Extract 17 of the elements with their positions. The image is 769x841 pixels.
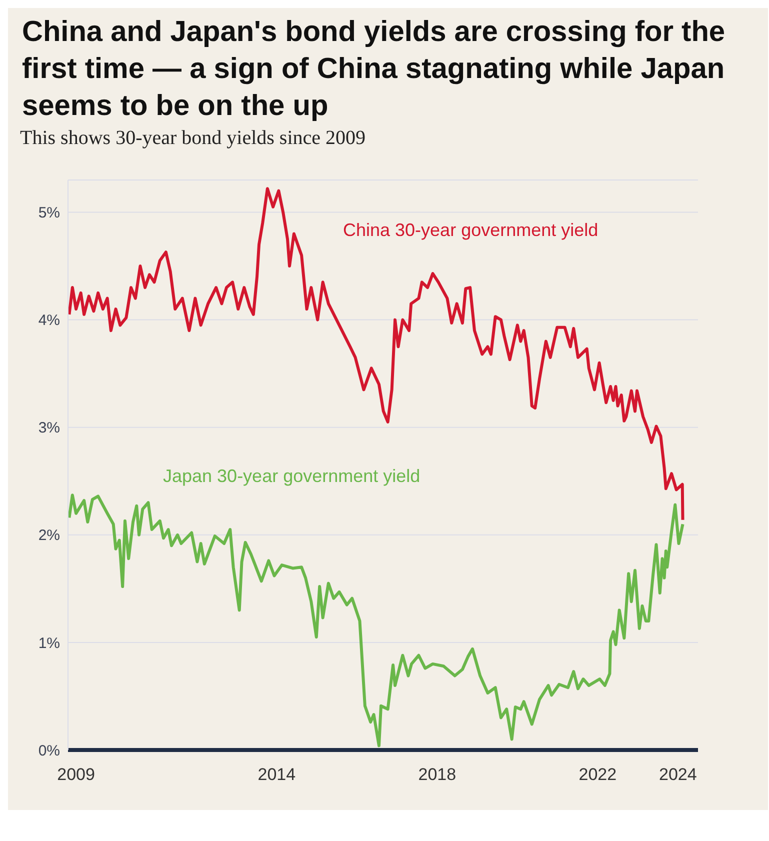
x-tick-label: 2024	[659, 765, 697, 784]
y-tick-label: 4%	[38, 312, 60, 330]
y-tick-label: 3%	[38, 420, 60, 437]
x-tick-label: 2018	[418, 765, 456, 784]
chart-title: China and Japan's bond yields are crossing for the first time — a sign of China stagnating while Japan seems to be on the up	[21, 15, 726, 124]
line-series	[68, 494, 684, 748]
x-tick-label: 2009	[57, 765, 95, 784]
y-tick-label: 5%	[38, 204, 60, 222]
chart-subtitle: This shows 30-year bond yields since 2009	[19, 126, 367, 150]
text: China 30-year government yield	[343, 220, 598, 241]
x-tick-label: 2022	[578, 765, 617, 784]
series-label: Japan 30-year government yield	[163, 466, 420, 487]
x-tick-label: 2014	[258, 765, 296, 784]
line-series	[68, 187, 684, 522]
y-tick-label: 1%	[38, 634, 60, 652]
y-tick-label: 0%	[38, 742, 60, 760]
y-tick-label: 2%	[38, 527, 60, 544]
